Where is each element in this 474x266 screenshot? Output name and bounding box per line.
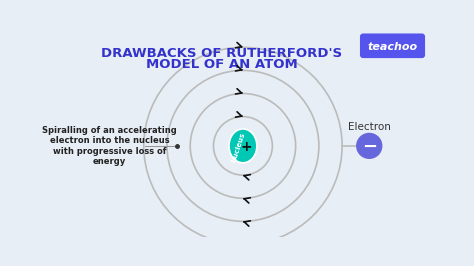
Text: MODEL OF AN ATOM: MODEL OF AN ATOM bbox=[146, 58, 298, 71]
Text: Nucleus: Nucleus bbox=[230, 131, 246, 163]
Text: Spiralling of an accelerating
electron into the nucleus
with progressive loss of: Spiralling of an accelerating electron i… bbox=[42, 126, 177, 166]
FancyBboxPatch shape bbox=[360, 34, 425, 58]
Text: teachoo: teachoo bbox=[367, 42, 418, 52]
Text: Electron: Electron bbox=[348, 122, 391, 132]
Text: DRAWBACKS OF RUTHERFORD'S: DRAWBACKS OF RUTHERFORD'S bbox=[101, 47, 343, 60]
Circle shape bbox=[356, 133, 383, 159]
Text: +: + bbox=[240, 140, 252, 154]
Text: −: − bbox=[362, 138, 377, 156]
Ellipse shape bbox=[229, 129, 257, 163]
